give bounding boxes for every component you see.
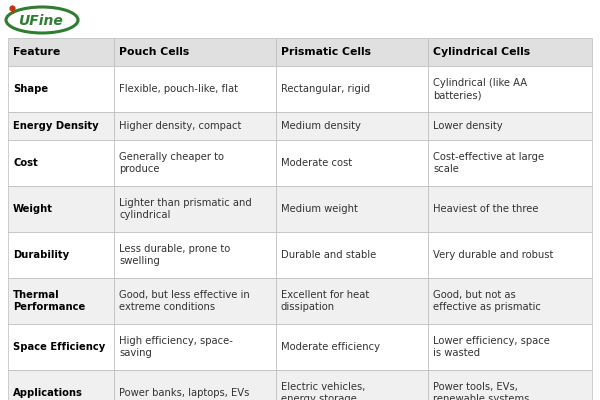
Bar bbox=[428, 278, 592, 324]
Bar bbox=[276, 324, 428, 370]
Bar bbox=[114, 38, 276, 66]
Bar bbox=[114, 140, 276, 186]
Text: Very durable and robust: Very durable and robust bbox=[433, 250, 553, 260]
Bar bbox=[276, 66, 428, 112]
Text: Durable and stable: Durable and stable bbox=[281, 250, 376, 260]
Bar bbox=[114, 232, 276, 278]
Bar bbox=[276, 112, 428, 140]
Text: Higher density, compact: Higher density, compact bbox=[119, 121, 241, 131]
Text: Medium density: Medium density bbox=[281, 121, 361, 131]
Text: Weight: Weight bbox=[13, 204, 53, 214]
Text: Thermal
Performance: Thermal Performance bbox=[13, 290, 85, 312]
Text: Power banks, laptops, EVs: Power banks, laptops, EVs bbox=[119, 388, 250, 398]
Bar bbox=[8, 324, 114, 370]
Text: Cost-effective at large
scale: Cost-effective at large scale bbox=[433, 152, 544, 174]
Text: Good, but less effective in
extreme conditions: Good, but less effective in extreme cond… bbox=[119, 290, 250, 312]
Text: Cost: Cost bbox=[13, 158, 38, 168]
Bar bbox=[428, 112, 592, 140]
Text: Lower density: Lower density bbox=[433, 121, 503, 131]
Text: Cylindrical (like AA
batteries): Cylindrical (like AA batteries) bbox=[433, 78, 527, 100]
Text: Cylindrical Cells: Cylindrical Cells bbox=[433, 47, 530, 57]
Text: Heaviest of the three: Heaviest of the three bbox=[433, 204, 539, 214]
Bar bbox=[114, 66, 276, 112]
Bar bbox=[276, 278, 428, 324]
Bar bbox=[276, 370, 428, 400]
Text: Prismatic Cells: Prismatic Cells bbox=[281, 47, 371, 57]
Text: Lighter than prismatic and
cylindrical: Lighter than prismatic and cylindrical bbox=[119, 198, 252, 220]
Bar bbox=[428, 140, 592, 186]
Text: Moderate efficiency: Moderate efficiency bbox=[281, 342, 380, 352]
Bar bbox=[428, 324, 592, 370]
Bar bbox=[114, 112, 276, 140]
Bar bbox=[114, 370, 276, 400]
Text: Less durable, prone to
swelling: Less durable, prone to swelling bbox=[119, 244, 230, 266]
Text: Generally cheaper to
produce: Generally cheaper to produce bbox=[119, 152, 224, 174]
Bar bbox=[8, 232, 114, 278]
Bar bbox=[8, 66, 114, 112]
Text: Space Efficiency: Space Efficiency bbox=[13, 342, 105, 352]
Bar bbox=[276, 186, 428, 232]
Bar bbox=[8, 278, 114, 324]
Text: Pouch Cells: Pouch Cells bbox=[119, 47, 190, 57]
Text: Electric vehicles,
energy storage: Electric vehicles, energy storage bbox=[281, 382, 365, 400]
Text: Excellent for heat
dissipation: Excellent for heat dissipation bbox=[281, 290, 369, 312]
Bar bbox=[276, 140, 428, 186]
Text: High efficiency, space-
saving: High efficiency, space- saving bbox=[119, 336, 233, 358]
Text: Flexible, pouch-like, flat: Flexible, pouch-like, flat bbox=[119, 84, 238, 94]
Bar bbox=[114, 324, 276, 370]
Bar bbox=[428, 66, 592, 112]
Text: Shape: Shape bbox=[13, 84, 48, 94]
Text: Rectangular, rigid: Rectangular, rigid bbox=[281, 84, 370, 94]
Text: UFine: UFine bbox=[17, 14, 62, 28]
Bar bbox=[114, 186, 276, 232]
Bar bbox=[8, 370, 114, 400]
Bar bbox=[428, 186, 592, 232]
Bar bbox=[8, 38, 114, 66]
Text: Applications: Applications bbox=[13, 388, 83, 398]
Bar bbox=[428, 38, 592, 66]
Text: Good, but not as
effective as prismatic: Good, but not as effective as prismatic bbox=[433, 290, 541, 312]
Text: Durability: Durability bbox=[13, 250, 69, 260]
Bar bbox=[276, 232, 428, 278]
Text: Energy Density: Energy Density bbox=[13, 121, 98, 131]
Text: Power tools, EVs,
renewable systems: Power tools, EVs, renewable systems bbox=[433, 382, 529, 400]
Bar bbox=[8, 112, 114, 140]
Bar bbox=[428, 370, 592, 400]
Bar bbox=[114, 278, 276, 324]
Text: Feature: Feature bbox=[13, 47, 60, 57]
Text: Lower efficiency, space
is wasted: Lower efficiency, space is wasted bbox=[433, 336, 550, 358]
Bar bbox=[276, 38, 428, 66]
Bar bbox=[428, 232, 592, 278]
Text: Medium weight: Medium weight bbox=[281, 204, 358, 214]
Bar bbox=[8, 186, 114, 232]
Bar bbox=[8, 140, 114, 186]
Text: Moderate cost: Moderate cost bbox=[281, 158, 352, 168]
